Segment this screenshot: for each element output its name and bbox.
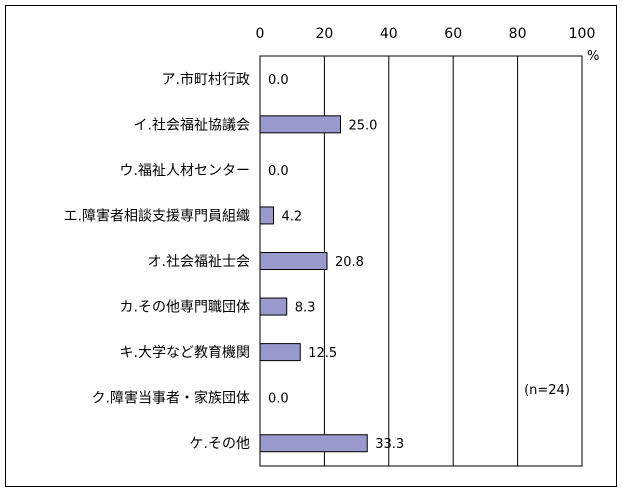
sample-size-note: (n=24) [524, 383, 570, 398]
category-label: オ.社会福祉士会 [148, 254, 250, 270]
value-label: 0.0 [268, 73, 289, 88]
bar [259, 434, 368, 453]
x-tick-label: 100 [569, 26, 596, 42]
x-tick-label: 60 [444, 26, 462, 42]
value-label: 20.8 [335, 255, 364, 270]
bar [259, 115, 341, 134]
value-label: 8.3 [295, 301, 316, 316]
category-labels: ア.市町村行政イ.社会福祉協議会ウ.福祉人材センターエ.障害者相談支援専門員組織… [64, 71, 250, 452]
category-label: エ.障害者相談支援専門員組織 [64, 208, 250, 224]
category-label: ア.市町村行政 [162, 71, 250, 88]
category-label: ク.障害当事者・家族団体 [92, 390, 250, 407]
value-label: 0.0 [268, 392, 289, 407]
x-tick-label: 20 [315, 26, 333, 42]
bar [259, 297, 288, 316]
value-label: 4.2 [282, 209, 303, 224]
value-label: 25.0 [349, 118, 378, 133]
x-tick-label: 80 [509, 26, 527, 42]
bar [259, 206, 275, 225]
bar [259, 343, 301, 362]
value-label: 0.0 [268, 164, 289, 179]
category-label: ケ.その他 [190, 436, 250, 452]
category-label: キ.大学など教育機関 [120, 345, 250, 361]
value-label: 33.3 [375, 437, 404, 452]
x-tick-label: 0 [256, 26, 265, 42]
value-labels: 0.0 25.0 0.0 4.2 20.8 8.3 12.5 0.0 33.3 [268, 73, 404, 452]
value-label: 12.5 [308, 346, 337, 361]
unit-label: % [587, 49, 599, 64]
category-label: カ.その他専門職団体 [120, 300, 250, 316]
category-label: イ.社会福祉協議会 [134, 116, 250, 133]
x-axis-ticks: 0 20 40 60 80 100 [256, 26, 596, 42]
bar [259, 252, 328, 270]
x-tick-label: 40 [380, 26, 398, 42]
category-label: ウ.福祉人材センター [120, 163, 250, 179]
bars [259, 115, 368, 453]
